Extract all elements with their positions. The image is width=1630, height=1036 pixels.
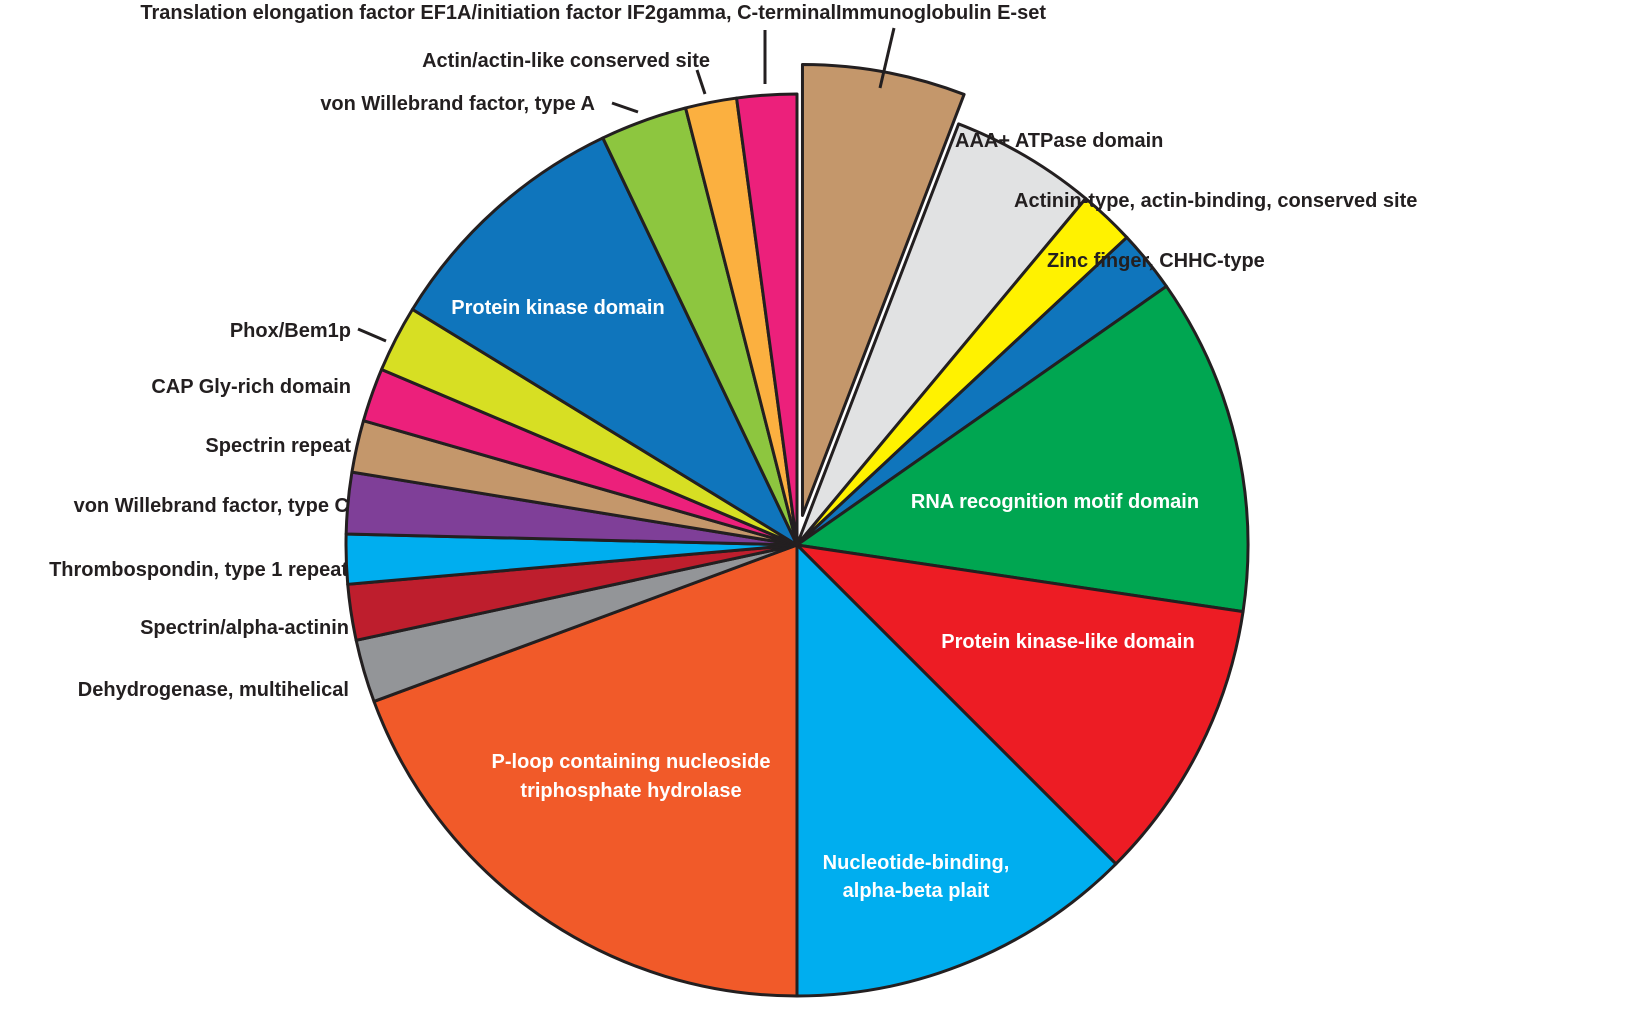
pie-slice-translation-elongation-factor-ef1a-initiation-factor-if2gamma-c-terminal xyxy=(735,92,799,547)
label-ploop-line1: P-loop containing nucleoside xyxy=(492,751,771,773)
label-capgly: CAP Gly-rich domain xyxy=(151,376,351,398)
external-labels: Translation elongation factor EF1A/initi… xyxy=(49,2,1417,701)
label-pkd: Protein kinase domain xyxy=(451,297,664,319)
label-nb-line1: Nucleotide-binding, xyxy=(823,852,1010,874)
pie-slice-protein-kinase-like-domain xyxy=(795,543,1245,866)
label-aaa: AAA+ ATPase domain xyxy=(955,130,1163,152)
pie-slice-p-loop-containing-nucleoside-triphosphate-hydrolase xyxy=(372,543,799,998)
label-thromb: Thrombospondin, type 1 repeat xyxy=(49,559,348,581)
label-vwfc: von Willebrand factor, type C xyxy=(74,495,349,517)
leader-line-phox xyxy=(357,327,387,343)
label-pkl: Protein kinase-like domain xyxy=(941,631,1194,653)
pie-slices xyxy=(344,60,1250,998)
pie-slice-rna-recognition-motif-domain xyxy=(795,284,1250,614)
label-dehyd: Dehydrogenase, multihelical xyxy=(78,679,349,701)
label-rrm: RNA recognition motif domain xyxy=(911,491,1199,513)
label-specrep: Spectrin repeat xyxy=(205,435,351,457)
leader-line-actin xyxy=(695,69,707,95)
label-tef: Translation elongation factor EF1A/initi… xyxy=(140,2,836,24)
leader-line-vwfa xyxy=(611,101,639,114)
label-ploop-line2: triphosphate hydrolase xyxy=(520,780,741,802)
label-phox: Phox/Bem1p xyxy=(230,320,351,342)
leader-line-imm xyxy=(878,27,896,89)
label-nb-line2: alpha-beta plait xyxy=(843,880,990,902)
label-zinc: Zinc finger, CHHC-type xyxy=(1047,250,1265,272)
label-actin: Actin/actin-like conserved site xyxy=(422,50,710,72)
label-spa: Spectrin/alpha-actinin xyxy=(140,617,349,639)
pie-slice-nucleotide-binding-alpha-beta-plait xyxy=(795,543,1118,998)
label-vwfa: von Willebrand factor, type A xyxy=(320,93,595,115)
internal-labels: Protein kinase domain RNA recognition mo… xyxy=(451,297,1199,902)
label-actinin: Actinin-type, actin-binding, conserved s… xyxy=(1014,190,1417,212)
pie-slice-protein-kinase-domain xyxy=(410,136,799,547)
label-imm: Immunoglobulin E-set xyxy=(836,2,1046,24)
pie-slice-aaa-atpase-domain xyxy=(795,122,1088,547)
leader-lines xyxy=(357,27,896,343)
